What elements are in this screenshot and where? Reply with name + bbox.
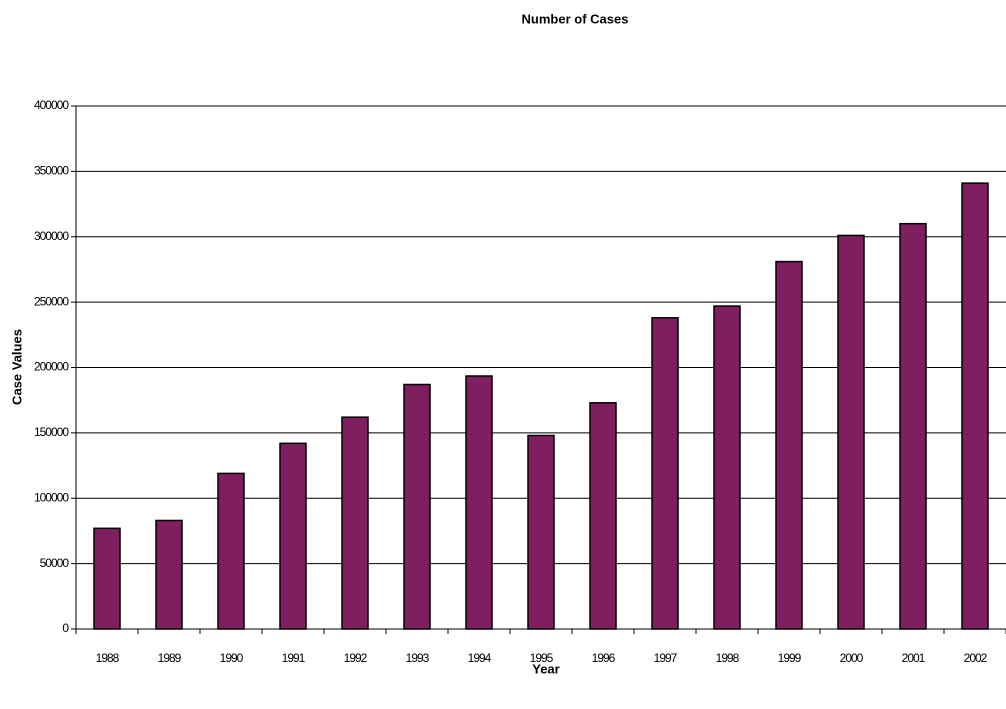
bar [279,442,307,630]
y-tick-label: 200000 [34,360,69,374]
x-tick-label: 1989 [158,651,182,665]
x-axis-title: Year [532,661,559,676]
bar [713,305,741,630]
bar [589,402,617,630]
bar [899,222,927,630]
y-axis-title: Case Values [9,329,24,405]
y-tick-label: 400000 [34,98,69,112]
y-tick-label: 100000 [34,490,69,504]
y-tick-label: 250000 [34,294,69,308]
bar [155,519,183,630]
chart-title: Number of Cases [522,11,629,26]
bar [961,182,989,630]
x-tick-label: 2000 [840,651,864,665]
bar [93,527,121,630]
x-tick-label: 1998 [716,651,740,665]
bar [341,416,369,630]
x-tick-label: 1990 [220,651,244,665]
x-tick-label: 1988 [96,651,120,665]
x-tick-label: 1991 [282,651,306,665]
bar [465,375,493,630]
bar [527,434,555,630]
x-tick-label: 1992 [344,651,368,665]
bar [403,383,431,630]
bar [837,234,865,630]
bar [217,472,245,630]
y-tick-label: 350000 [34,164,69,178]
bar [775,260,803,630]
x-tick-label: 2001 [902,651,926,665]
bar [651,317,679,630]
x-tick-label: 1993 [406,651,430,665]
y-tick-label: 150000 [34,425,69,439]
x-tick-label: 1995 [530,651,554,665]
x-tick-label: 1994 [468,651,492,665]
x-tick-label: 2002 [964,651,988,665]
y-tick-label: 300000 [34,229,69,243]
y-tick-label: 0 [62,621,69,635]
y-tick-label: 50000 [40,556,70,570]
x-tick-label: 1996 [592,651,616,665]
x-tick-label: 1997 [654,651,678,665]
x-tick-label: 1999 [778,651,802,665]
